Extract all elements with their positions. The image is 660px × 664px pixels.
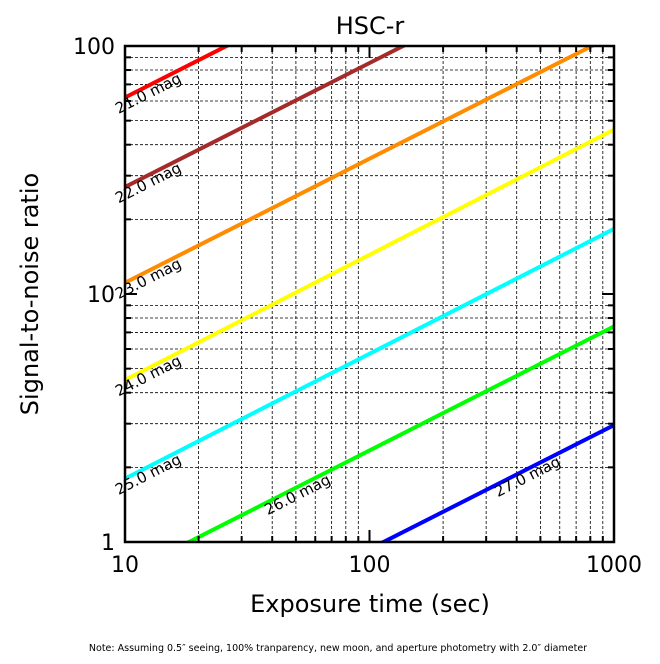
y-axis-label: Signal-to-noise ratio [16,173,44,415]
y-tick-label: 100 [73,35,115,60]
x-tick-label: 100 [349,553,391,578]
series-line [125,227,614,481]
x-axis-label: Exposure time (sec) [250,590,490,618]
chart-title: HSC-r [336,12,405,40]
series-label: 22.0 mag [112,159,184,207]
y-tick-label: 1 [101,531,115,556]
series-label: 27.0 mag [492,452,564,500]
series-line [125,46,408,189]
series-line [125,46,597,285]
footnote: Note: Assuming 0.5″ seeing, 100% tranpar… [89,643,587,654]
x-tick-label: 10 [111,553,139,578]
x-tick-label: 1000 [586,553,642,578]
series-label: 24.0 mag [112,351,184,400]
series-line [125,127,614,382]
series-label: 21.0 mag [112,69,184,117]
y-tick-label: 10 [87,283,115,308]
series-line [379,423,614,542]
series-label: 23.0 mag [112,254,184,302]
series-lines [125,46,614,542]
series-label: 25.0 mag [112,450,184,499]
series-line [125,46,231,100]
series-line [184,324,614,542]
